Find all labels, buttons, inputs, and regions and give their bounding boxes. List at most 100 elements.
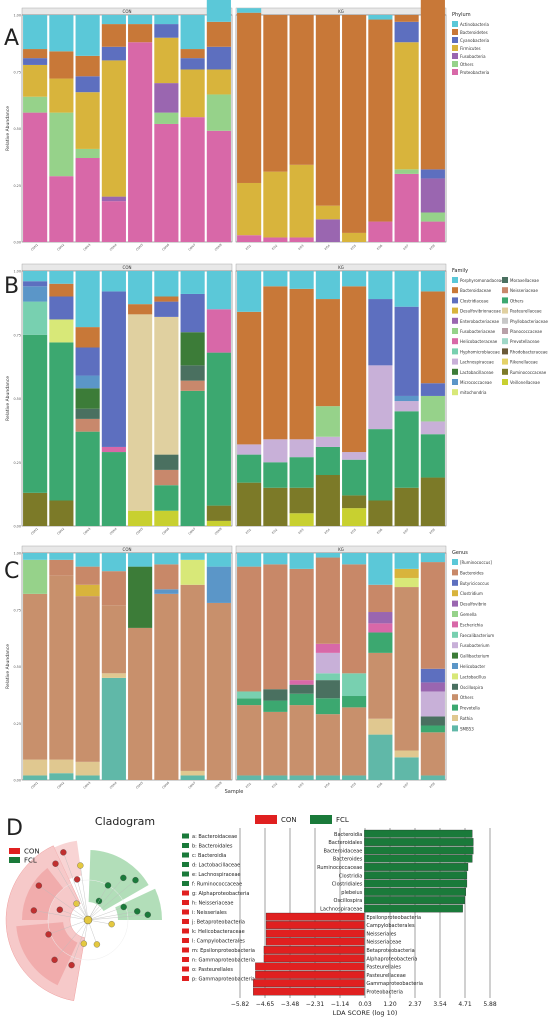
stacked-bar-segment [289,439,314,458]
stacked-bar-segment [101,446,126,453]
x-tick-label: KG5 [350,528,357,535]
stacked-bar-segment [23,759,48,776]
taxa-key-swatch [182,900,189,905]
y-tick-label: 0.50 [13,665,21,669]
stacked-bar-segment [368,718,393,735]
stacked-bar-segment [180,390,205,526]
stacked-bar-segment [342,775,367,780]
stacked-bar-segment [101,553,126,572]
stacked-bar-segment [23,271,48,282]
legend-swatch [452,652,458,659]
stacked-bar-segment [315,219,340,242]
stacked-bar-segment [154,123,179,242]
legend-label: Neisseriaceae [510,288,539,293]
stacked-bar-segment [420,169,445,179]
x-tick-label: KG6 [376,782,383,789]
taxa-key-label: l: Campylobacterales [192,939,245,945]
lda-x-tick-label: 1.20 [383,1001,397,1008]
y-tick-label: 0.00 [13,241,21,245]
lda-bar-label: Bacteroidia [334,832,362,838]
stacked-bar-segment [289,553,314,569]
stacked-bar-segment [315,299,340,407]
legend-swatch [452,663,458,669]
taxa-key-swatch [182,919,189,924]
legend-label: Porphyromonadaceae [460,278,504,283]
x-tick-label: KG8 [429,782,436,789]
x-tick-label: CON5 [135,527,144,536]
legend-label: Fusobacteriaceae [460,329,496,334]
legend-swatch [452,642,458,649]
lda-x-tick-label: 4.71 [458,1001,472,1008]
stacked-bar-segment [154,37,179,84]
legend-label: Veillonellaceae [510,380,540,385]
clade-node [132,876,139,884]
stacked-bar-segment [101,673,126,678]
panel-c-genus-chart: C Relative Abundance 0.00 0.25 0.50 0.75 1.00 C… [4,545,494,795]
x-tick-label: KG3 [297,528,304,535]
legend-label: Fusobacteria [460,54,486,59]
x-tick-label: KG4 [324,782,331,789]
legend-label: Moraxellaceae [510,278,539,283]
stacked-bar-segment [180,15,205,50]
stacked-bar-segment [206,505,231,521]
lda-bar-label: Alphaproteobacteria [366,956,417,962]
stacked-bar-segment [237,182,262,236]
stacked-bar-segment [49,773,74,780]
y-tick-label: 0.50 [13,127,21,131]
legend-swatch [452,61,458,67]
stacked-bar-segment [23,334,48,493]
stacked-bar-segment [23,559,48,594]
stacked-bar-segment [289,513,314,526]
legend-swatch [452,579,458,586]
legend-title: Genus [452,550,468,556]
stacked-bar-segment [342,508,367,526]
lda-bar-label: Neisseriaceae [366,940,401,946]
taxa-key-swatch [182,938,189,943]
x-tick-label: CON5 [135,781,144,790]
stacked-bar-segment [394,487,419,526]
legend-swatch [452,287,458,294]
stacked-bar-segment [420,725,445,733]
cladogram-title: Cladogram [95,815,155,828]
x-tick-label: KG7 [402,528,409,535]
stacked-bar-segment [128,627,153,780]
x-tick-label: CON4 [109,527,118,536]
clade-branch [63,852,89,921]
clade-node [60,849,67,856]
stacked-bar-segment [180,559,205,585]
stacked-bar-segment [368,632,393,653]
lda-bar [255,962,365,971]
stacked-bar-segment [420,716,445,726]
stacked-bar-segment [180,332,205,366]
stacked-bar-segment [237,12,262,183]
stacked-bar-segment [263,286,288,440]
legend-swatch [452,358,458,365]
stacked-bar-segment [154,469,179,486]
legend-label: Lachnospiraceae [460,360,494,365]
y-axis-label: Relative Abundance [5,376,11,421]
x-tick-label: CON3 [82,243,91,252]
stacked-bar-segment [49,559,74,576]
taxa-key-swatch [182,957,189,962]
legend-label: Bacteroidaceae [460,288,492,293]
legend-swatch [502,348,508,355]
stacked-bar-segment [128,566,153,628]
clade-branch [38,885,89,921]
stacked-bar-segment [289,164,314,238]
stacked-bar-segment [368,19,393,222]
clade-branch [54,919,89,960]
stacked-bar-segment [342,271,367,287]
x-tick-label: KG2 [271,244,278,251]
stacked-bar-segment [263,700,288,712]
stacked-bar-segment [49,271,74,284]
stacked-bar-segment [154,485,179,511]
lda-bar-label: Clostridiales [332,882,363,888]
legend-label: Fusobacterium [460,643,490,648]
stacked-bar-segment [394,757,419,780]
stacked-bar-segment [342,673,367,697]
x-tick-label: KG4 [324,244,331,251]
stacked-bar-segment [154,564,179,590]
clade-branch [87,877,124,921]
clade-root-node [83,915,93,925]
